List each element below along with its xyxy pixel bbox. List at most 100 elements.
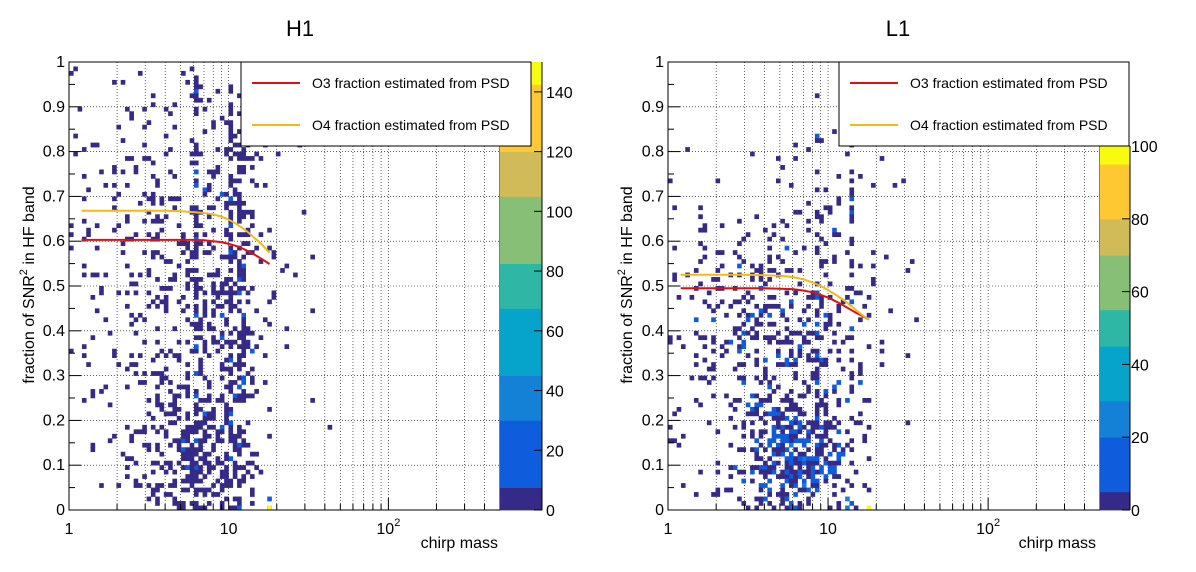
- heatmap-bin: [836, 505, 842, 511]
- heatmap-bin: [788, 478, 794, 484]
- heatmap-bin: [711, 317, 716, 323]
- heatmap-bin: [185, 411, 190, 417]
- heatmap-bin: [198, 277, 203, 282]
- heatmap-bin: [245, 232, 251, 238]
- heatmap-bin: [90, 142, 96, 148]
- heatmap-bin: [250, 393, 255, 399]
- heatmap-bin: [211, 227, 216, 233]
- heatmap-bin: [706, 380, 712, 385]
- heatmap-bin: [125, 303, 130, 309]
- heatmap-bin: [211, 406, 216, 412]
- heatmap-bin: [198, 469, 203, 475]
- heatmap-bin: [193, 308, 199, 314]
- heatmap-bin: [763, 411, 768, 417]
- heatmap-bin: [168, 111, 173, 117]
- colorbar-tick-label: 80: [1131, 212, 1149, 229]
- heatmap-bin: [181, 438, 186, 444]
- heatmap-bin: [271, 254, 277, 260]
- heatmap-bin: [193, 348, 199, 354]
- heatmap-bin: [228, 223, 234, 229]
- heatmap-bin: [224, 232, 229, 238]
- heatmap-bin: [776, 460, 781, 466]
- heatmap-bin: [245, 209, 251, 215]
- colorbar-band: [1100, 419, 1130, 438]
- heatmap-bin: [780, 438, 785, 444]
- heatmap-bin: [814, 402, 820, 408]
- heatmap-bin: [198, 151, 203, 157]
- heatmap-bin: [198, 357, 203, 363]
- heatmap-bin: [237, 483, 242, 488]
- heatmap-bin: [814, 411, 820, 417]
- heatmap-bin: [163, 411, 169, 417]
- heatmap-bin: [819, 303, 824, 309]
- heatmap-bin: [189, 254, 195, 260]
- heatmap-bin: [853, 505, 859, 511]
- heatmap-bin: [776, 384, 781, 390]
- heatmap-bin: [125, 456, 130, 462]
- heatmap-bin: [146, 272, 152, 278]
- heatmap-bin: [176, 406, 182, 412]
- heatmap-bin: [776, 303, 781, 309]
- heatmap-bin: [788, 474, 794, 479]
- series-line-o4: [81, 209, 271, 254]
- heatmap-bin: [211, 286, 216, 291]
- heatmap-bin: [219, 487, 225, 493]
- heatmap-bin: [737, 263, 742, 269]
- heatmap-bin: [728, 487, 734, 493]
- heatmap-bin: [680, 483, 686, 488]
- y-axis-label: fraction of SNR2 in HF band: [616, 186, 636, 383]
- heatmap-bin: [793, 415, 798, 421]
- heatmap-bin: [237, 433, 242, 439]
- heatmap-bin: [155, 393, 160, 399]
- heatmap-bin: [702, 375, 708, 381]
- heatmap-bin: [172, 174, 178, 179]
- heatmap-bin: [801, 393, 807, 399]
- heatmap-bin: [814, 433, 820, 439]
- heatmap-bin: [711, 362, 716, 367]
- heatmap-bin: [819, 433, 824, 439]
- heatmap-bin: [758, 483, 764, 488]
- heatmap-bin: [241, 165, 247, 170]
- heatmap-bin: [193, 106, 199, 112]
- heatmap-bin: [784, 339, 790, 345]
- heatmap-bin: [767, 411, 772, 417]
- heatmap-bin: [90, 335, 96, 341]
- heatmap-bin: [823, 187, 829, 193]
- heatmap-bin: [193, 465, 199, 470]
- heatmap-bin: [776, 415, 781, 421]
- heatmap-bin: [250, 501, 255, 506]
- heatmap-bin: [814, 469, 820, 475]
- heatmap-bin: [806, 433, 811, 439]
- heatmap-bin: [181, 70, 186, 76]
- heatmap-bin: [719, 353, 725, 358]
- heatmap-bin: [150, 460, 156, 466]
- heatmap-bin: [788, 420, 794, 426]
- heatmap-bin: [172, 277, 178, 282]
- heatmap-bin: [763, 227, 768, 233]
- heatmap-bin: [189, 268, 195, 273]
- x-tick-label: 10: [819, 521, 837, 538]
- heatmap-bin: [202, 106, 208, 112]
- heatmap-bin: [810, 456, 816, 462]
- heatmap-bin: [129, 362, 134, 367]
- heatmap-bin: [133, 330, 139, 336]
- heatmap-bin: [819, 259, 824, 264]
- heatmap-bin: [732, 398, 738, 403]
- heatmap-bin: [176, 357, 182, 363]
- heatmap-bin: [150, 160, 156, 166]
- heatmap-bin: [224, 451, 229, 457]
- heatmap-bin: [823, 241, 829, 246]
- heatmap-bin: [69, 348, 74, 354]
- heatmap-bin: [832, 259, 837, 264]
- heatmap-bin: [819, 335, 824, 341]
- heatmap-bin: [780, 487, 785, 493]
- heatmap-bin: [69, 245, 74, 251]
- heatmap-bin: [254, 151, 259, 157]
- heatmap-bin: [668, 335, 673, 341]
- heatmap-bin: [914, 317, 919, 323]
- heatmap-bin: [241, 442, 247, 448]
- heatmap-bin: [228, 433, 234, 439]
- heatmap-bin: [267, 433, 272, 439]
- heatmap-bin: [185, 268, 190, 273]
